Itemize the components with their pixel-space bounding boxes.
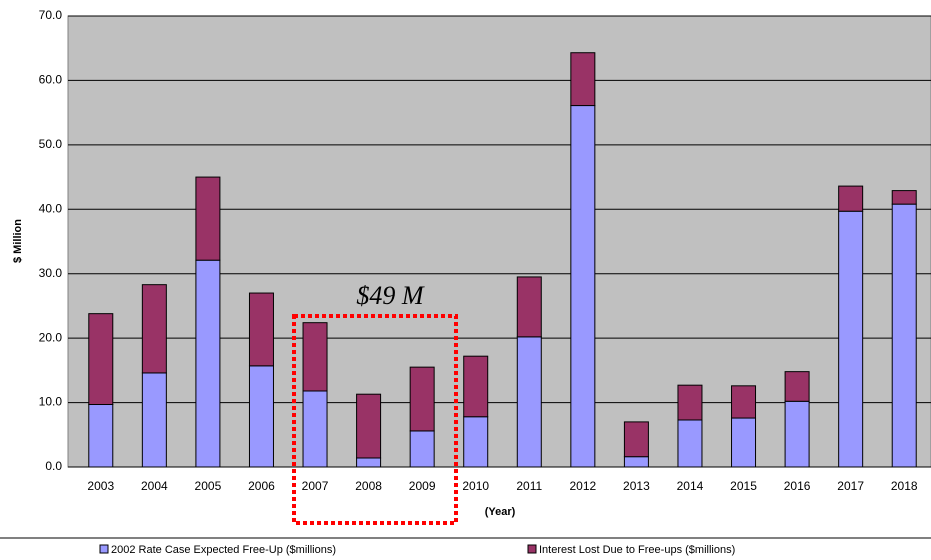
y-tick-label: 70.0 <box>39 8 63 22</box>
x-tick-label: 2017 <box>837 479 864 493</box>
x-tick-label: 2014 <box>677 479 704 493</box>
bar-segment <box>891 203 917 468</box>
bar-segment <box>141 284 167 374</box>
x-tick-label: 2015 <box>730 479 757 493</box>
legend-label: Interest Lost Due to Free-ups ($millions… <box>539 544 735 556</box>
bar-segment <box>356 393 382 459</box>
bar-segment <box>302 390 328 468</box>
x-tick-label: 2016 <box>784 479 811 493</box>
y-tick-label: 50.0 <box>39 137 63 151</box>
annotation: $49 M <box>356 281 425 310</box>
bar-segment <box>356 457 382 468</box>
bar-segment <box>731 417 757 468</box>
y-tick-label: 20.0 <box>39 330 63 344</box>
y-tick-label: 0.0 <box>45 459 62 473</box>
bar-segment <box>409 430 435 468</box>
y-axis-label: $ Million <box>12 219 24 263</box>
y-tick-label: 30.0 <box>39 266 63 280</box>
bar-segment <box>409 366 435 432</box>
bar-segment <box>838 185 864 212</box>
bar-segment <box>516 336 542 468</box>
x-axis-label: (Year) <box>485 506 516 518</box>
bar-segment <box>677 419 703 468</box>
bar-segment <box>838 210 864 468</box>
x-tick-label: 2007 <box>302 479 329 493</box>
bar-segment <box>463 416 489 468</box>
y-tick-label: 40.0 <box>39 201 63 215</box>
y-tick-label: 60.0 <box>39 73 63 87</box>
bar-segment <box>677 384 703 421</box>
x-tick-label: 2009 <box>409 479 436 493</box>
x-tick-label: 2018 <box>891 479 918 493</box>
bar-segment <box>623 421 649 458</box>
bar-segment <box>88 313 114 406</box>
bar-segment <box>248 365 274 468</box>
x-tick-label: 2004 <box>141 479 168 493</box>
x-tick-label: 2010 <box>462 479 489 493</box>
y-tick-label: 10.0 <box>39 395 63 409</box>
legend-swatch <box>99 544 109 554</box>
bar-segment <box>731 385 757 419</box>
x-tick-label: 2011 <box>516 479 542 493</box>
bar-segment <box>195 176 221 261</box>
bar-segment <box>248 292 274 367</box>
bar-segment <box>784 371 810 402</box>
bar-segment <box>195 259 221 468</box>
annotation-box <box>292 314 458 525</box>
x-tick-label: 2012 <box>569 479 596 493</box>
bar-segment <box>88 404 114 468</box>
bar-segment <box>302 322 328 392</box>
bar-segment <box>463 355 489 418</box>
x-tick-label: 2008 <box>355 479 382 493</box>
bar-segment <box>891 190 917 205</box>
bar-segment <box>141 372 167 468</box>
legend-swatch <box>527 544 537 554</box>
bar-segment <box>570 105 596 468</box>
bar-segment <box>623 456 649 468</box>
x-tick-label: 2013 <box>623 479 650 493</box>
legend-label: 2002 Rate Case Expected Free-Up ($millio… <box>111 544 336 556</box>
bar-segment <box>570 52 596 107</box>
bar-segment <box>516 276 542 338</box>
bar-segment <box>784 400 810 468</box>
x-tick-label: 2005 <box>195 479 222 493</box>
x-tick-label: 2006 <box>248 479 275 493</box>
x-tick-label: 2003 <box>87 479 114 493</box>
